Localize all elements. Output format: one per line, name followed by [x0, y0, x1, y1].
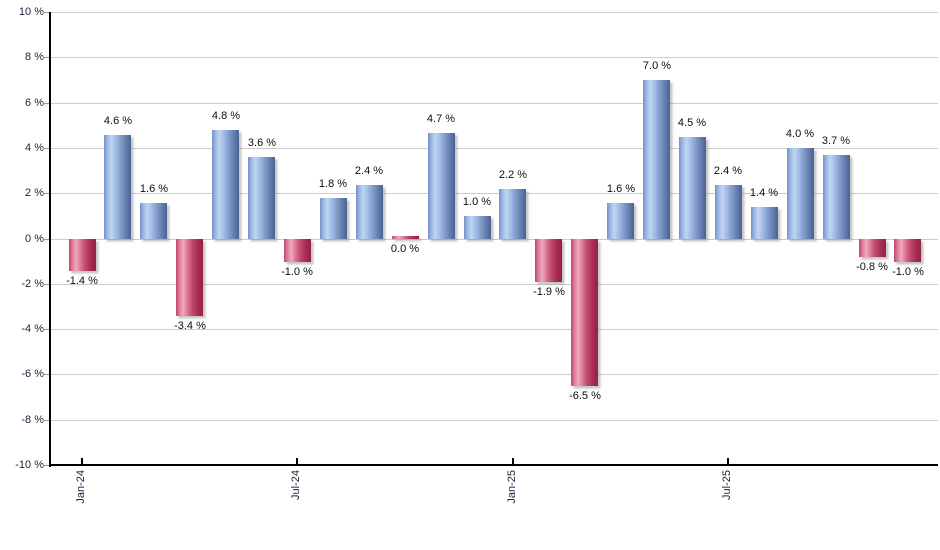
gridline — [51, 329, 938, 330]
y-tick-label: 2 % — [25, 187, 44, 199]
x-tick — [727, 458, 729, 466]
y-tick-label: 8 % — [25, 51, 44, 63]
y-tick — [43, 374, 49, 375]
bar-value-label: -1.0 % — [281, 266, 313, 278]
bar — [392, 236, 419, 239]
bar-value-label: 1.8 % — [318, 178, 348, 190]
y-tick-label: 0 % — [25, 233, 44, 245]
bar-value-label: 2.2 % — [498, 169, 528, 181]
x-tick — [296, 458, 298, 466]
bar — [428, 133, 455, 239]
bar — [104, 135, 131, 239]
gridline — [51, 374, 938, 375]
bar-value-label: 2.4 % — [354, 165, 384, 177]
gridline — [51, 12, 938, 13]
x-tick — [81, 458, 83, 466]
bar-value-label: 4.8 % — [211, 110, 241, 122]
bar-value-label: 2.4 % — [713, 165, 743, 177]
bar-value-label: 3.7 % — [821, 135, 851, 147]
bar — [787, 148, 814, 239]
y-tick-label: 6 % — [25, 97, 44, 109]
bar — [571, 239, 598, 386]
gridline — [51, 239, 938, 240]
y-tick-label: 4 % — [25, 142, 44, 154]
bar — [823, 155, 850, 239]
y-tick-label: -2 % — [21, 278, 44, 290]
bar-value-label: 4.6 % — [103, 115, 133, 127]
bar — [248, 157, 275, 239]
bar — [464, 216, 491, 239]
y-tick — [43, 12, 49, 13]
bar-value-label: 1.0 % — [462, 196, 492, 208]
x-axis-line — [49, 464, 938, 466]
bar-value-label: 4.5 % — [677, 117, 707, 129]
bar-value-label: -6.5 % — [569, 390, 601, 402]
bar — [284, 239, 311, 262]
y-tick — [43, 239, 49, 240]
bar-value-label: 1.6 % — [606, 183, 636, 195]
bar — [69, 239, 96, 271]
bar — [894, 239, 921, 262]
bar — [751, 207, 778, 239]
bar-value-label: 4.7 % — [426, 113, 456, 125]
bar — [643, 80, 670, 239]
y-tick — [43, 420, 49, 421]
bar — [607, 203, 634, 239]
bar — [499, 189, 526, 239]
y-tick — [43, 329, 49, 330]
bar — [715, 185, 742, 239]
bar — [535, 239, 562, 282]
bar-value-label: -0.8 % — [856, 261, 888, 273]
x-tick — [512, 458, 514, 466]
gridline — [51, 148, 938, 149]
y-axis-line — [49, 12, 51, 467]
bar — [140, 203, 167, 239]
gridline — [51, 57, 938, 58]
bar — [176, 239, 203, 316]
bar-value-label: -3.4 % — [174, 320, 206, 332]
y-tick — [43, 103, 49, 104]
y-tick — [43, 57, 49, 58]
x-tick-label: Jan-24 — [75, 470, 87, 504]
y-tick-label: -6 % — [21, 368, 44, 380]
bar-value-label: 1.4 % — [749, 187, 779, 199]
x-tick-label: Jul-25 — [721, 470, 733, 500]
bar-value-label: 1.6 % — [139, 183, 169, 195]
bar — [859, 239, 886, 257]
bar-value-label: -1.4 % — [66, 275, 98, 287]
bar — [679, 137, 706, 239]
y-tick — [43, 284, 49, 285]
y-tick — [43, 465, 49, 466]
gridline — [51, 284, 938, 285]
bar-value-label: 3.6 % — [247, 137, 277, 149]
x-tick-label: Jan-25 — [506, 470, 518, 504]
y-tick-label: -4 % — [21, 323, 44, 335]
y-tick-label: -8 % — [21, 414, 44, 426]
bar-value-label: 4.0 % — [785, 128, 815, 140]
y-tick — [43, 148, 49, 149]
bar-value-label: 0.0 % — [390, 243, 420, 255]
gridline — [51, 420, 938, 421]
bar-value-label: -1.9 % — [533, 286, 565, 298]
gridline — [51, 103, 938, 104]
y-tick-label: 10 % — [18, 6, 44, 18]
y-tick — [43, 193, 49, 194]
bar — [356, 185, 383, 239]
bar-value-label: -1.0 % — [892, 266, 924, 278]
bar-value-label: 7.0 % — [642, 60, 672, 72]
y-tick-label: -10 % — [15, 459, 44, 471]
gridline — [51, 193, 938, 194]
bar — [212, 130, 239, 239]
x-tick-label: Jul-24 — [290, 470, 302, 500]
bar — [320, 198, 347, 239]
